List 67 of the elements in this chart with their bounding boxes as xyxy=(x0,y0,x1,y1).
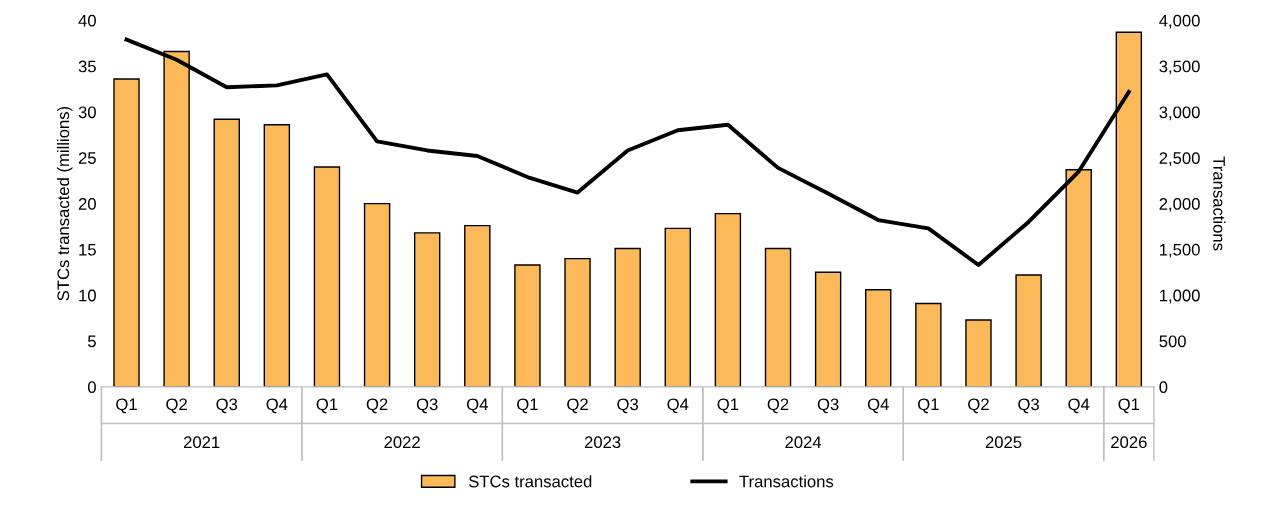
bar xyxy=(614,247,641,387)
text: 2021 xyxy=(183,436,220,449)
bar xyxy=(814,271,842,387)
y2-tick-label: 500 xyxy=(1159,335,1186,348)
y2-axis-title: Transactions xyxy=(1213,156,1226,251)
bar xyxy=(514,264,541,387)
bar xyxy=(313,166,341,387)
x-tick-label: Q3 xyxy=(216,398,238,414)
x-tick-label: Q4 xyxy=(1068,398,1090,414)
text: 2024 xyxy=(785,436,822,449)
bar xyxy=(714,212,742,387)
bar xyxy=(865,289,892,387)
y2-tick-label: 2,500 xyxy=(1159,152,1200,166)
y2-tick-label: 3,500 xyxy=(1159,60,1200,75)
y-tick-label: 15 xyxy=(79,243,96,256)
x-tick-label: Q2 xyxy=(767,398,789,414)
bar xyxy=(363,202,391,387)
y-tick-label: 35 xyxy=(78,60,96,73)
bar xyxy=(1015,274,1042,387)
bar xyxy=(263,124,291,387)
bar xyxy=(965,319,992,387)
x-tick-label: Q2 xyxy=(166,398,187,414)
y2-tick-label: 3,000 xyxy=(1159,106,1200,121)
y-tick-label: 40 xyxy=(78,14,96,27)
x-tick-label: Q1 xyxy=(717,398,739,414)
x-tick-label: Q3 xyxy=(617,398,639,414)
bar xyxy=(113,78,140,387)
bar xyxy=(664,227,692,387)
x-tick-label: Q3 xyxy=(416,398,438,414)
x-tick-label: Q4 xyxy=(667,398,689,414)
y2-tick-label: 0 xyxy=(1159,381,1168,394)
x-tick-label: Q4 xyxy=(867,398,889,414)
bar xyxy=(564,257,591,387)
y-tick-label: 5 xyxy=(87,335,96,348)
x-tick-label: Q3 xyxy=(1018,398,1039,414)
text: 2023 xyxy=(584,436,621,449)
legend-label: STCs transacted xyxy=(468,475,592,488)
x-tick-label: Q4 xyxy=(266,398,288,414)
legend-label: Transactions xyxy=(739,475,834,488)
y-tick-label: 20 xyxy=(78,198,96,210)
bar xyxy=(915,302,942,387)
x-tick-label: Q4 xyxy=(466,398,488,414)
x-tick-label: Q2 xyxy=(968,398,989,414)
x-tick-label: Q1 xyxy=(116,398,137,414)
x-tick-label: Q1 xyxy=(316,398,338,414)
x-tick-label: Q2 xyxy=(567,398,588,414)
y2-tick-label: 1,000 xyxy=(1160,289,1200,304)
bar xyxy=(413,232,441,387)
bar xyxy=(213,118,240,387)
x-tick-label: Q2 xyxy=(366,398,388,414)
text: 2026 xyxy=(1111,436,1147,449)
x-tick-label: Q1 xyxy=(517,398,538,414)
y-tick-label: 0 xyxy=(87,381,96,394)
bar xyxy=(464,224,491,387)
x-tick-label: Q1 xyxy=(1118,398,1140,414)
y-axis-title: STCs transacted (millions) xyxy=(56,106,73,301)
y-tick-label: 30 xyxy=(78,106,96,119)
y2-tick-label: 4,000 xyxy=(1159,14,1200,29)
y2-tick-label: 2,000 xyxy=(1159,198,1200,212)
text: 2025 xyxy=(985,436,1022,449)
y-tick-label: 10 xyxy=(79,289,96,302)
bar xyxy=(764,247,792,387)
x-tick-label: Q1 xyxy=(918,398,939,414)
y2-tick-label: 1,500 xyxy=(1160,243,1200,258)
x-tick-label: Q3 xyxy=(817,398,839,414)
y-tick-label: 25 xyxy=(78,152,96,164)
text: 2022 xyxy=(384,436,420,449)
